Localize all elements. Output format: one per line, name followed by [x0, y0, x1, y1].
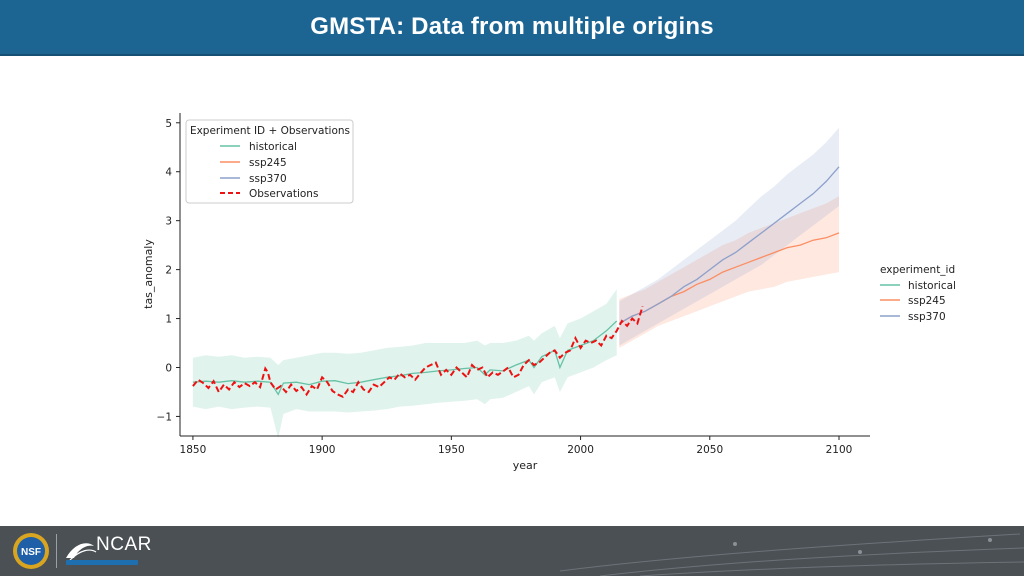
y-axis-label: tas_anomaly	[142, 239, 155, 309]
ncar-logo-mark	[66, 543, 97, 561]
axes: 1850 1900 1950 2000 2050 2100 −1 0 1 2 3 4 5 year t…	[142, 113, 870, 472]
y-tick-label-5: 4	[165, 167, 172, 179]
legend-outer-label-historical: historical	[908, 280, 956, 292]
x-tick-label-1850: 1850	[180, 444, 207, 456]
band-ssp245	[619, 196, 839, 348]
x-ticks: 1850 1900 1950 2000 2050 2100	[180, 436, 853, 456]
legend-inner: Experiment ID + Observations historical …	[185, 119, 354, 204]
line-observations	[192, 306, 644, 399]
x-tick-label-1950: 1950	[438, 444, 465, 456]
y-tick-label-3: 2	[165, 265, 172, 277]
legend-inner-title: Experiment ID + Observations	[190, 125, 350, 137]
page-title: GMSTA: Data from multiple origins	[310, 13, 714, 40]
legend-inner-label-ssp245: ssp245	[249, 157, 287, 169]
y-tick-label-2: 1	[165, 314, 172, 326]
uncertainty-bands	[192, 127, 839, 439]
header-bar: GMSTA: Data from multiple origins	[0, 0, 1024, 56]
y-tick-label-4: 3	[165, 216, 172, 228]
legend-inner-label-observations: Observations	[249, 188, 318, 200]
y-tick-label-1: 0	[165, 362, 172, 374]
footer-decoration	[560, 533, 1024, 576]
legend-inner-label-ssp370: ssp370	[249, 173, 287, 185]
ncar-logo-text: NCAR	[96, 534, 152, 555]
legend-outer-label-ssp370: ssp370	[908, 311, 946, 323]
logo-separator	[56, 534, 57, 568]
series-lines	[192, 166, 840, 399]
x-tick-label-1900: 1900	[309, 444, 336, 456]
legend-outer: experiment_id historical ssp245 ssp370	[880, 264, 956, 323]
legend-inner-label-historical: historical	[249, 141, 297, 153]
nsf-logo-text: NSF	[21, 547, 41, 558]
line-ssp370	[618, 166, 840, 324]
legend-outer-title: experiment_id	[880, 264, 955, 276]
y-tick-label-6: 5	[165, 118, 172, 130]
band-ssp370	[619, 127, 839, 346]
y-ticks: −1 0 1 2 3 4 5	[157, 118, 180, 423]
nsf-logo: NSF	[13, 533, 49, 569]
x-tick-label-2000: 2000	[567, 444, 594, 456]
legend-outer-label-ssp245: ssp245	[908, 295, 946, 307]
footer-bar: NSF NCAR	[0, 526, 1024, 576]
y-tick-label-0: −1	[157, 411, 172, 423]
legend-inner-frame	[185, 119, 354, 204]
band-historical	[192, 289, 617, 439]
gmsta-chart: 1850 1900 1950 2000 2050 2100 −1 0 1 2 3 4 5 year t…	[142, 113, 956, 472]
x-tick-label-2100: 2100	[826, 444, 853, 456]
x-axis-label: year	[513, 459, 538, 472]
x-tick-label-2050: 2050	[696, 444, 723, 456]
ncar-logo-underline	[66, 560, 138, 565]
